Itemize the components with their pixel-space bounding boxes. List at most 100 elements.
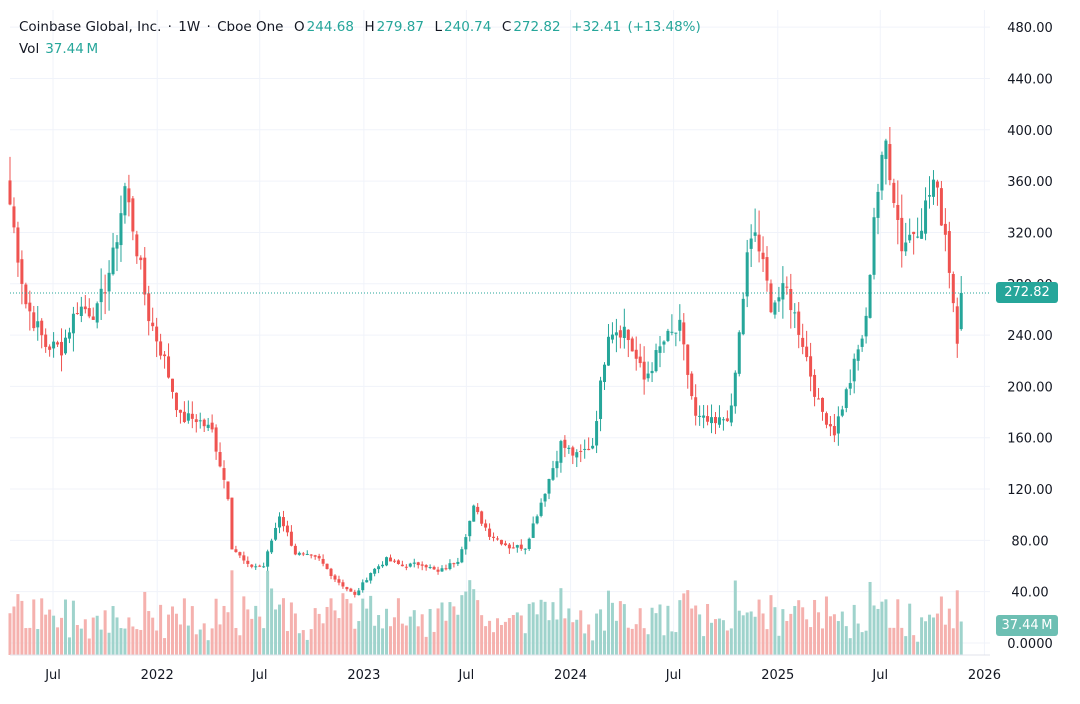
- volume-bar: [511, 615, 515, 655]
- candle-up: [721, 419, 725, 421]
- candle-down: [785, 286, 789, 288]
- volume-bar: [99, 629, 103, 655]
- candle-up: [654, 350, 658, 372]
- volume-bar: [258, 616, 262, 655]
- candle-down: [476, 506, 480, 513]
- candle-down: [147, 293, 151, 322]
- candle-up: [523, 548, 527, 550]
- symbol-name[interactable]: Coinbase Global, Inc.: [19, 19, 162, 35]
- candle-down: [321, 558, 325, 564]
- candle-down: [75, 313, 79, 315]
- volume-bar: [563, 618, 567, 655]
- candle-down: [174, 392, 178, 411]
- volume-bar: [254, 605, 258, 655]
- volume-bar: [844, 626, 848, 655]
- volume-bar: [959, 621, 963, 655]
- volume-bar: [694, 605, 698, 655]
- candle-down: [797, 311, 801, 335]
- volume-bar: [317, 613, 321, 655]
- volume-bar: [313, 608, 317, 655]
- candle-up: [603, 364, 607, 382]
- volume-bar: [741, 615, 745, 655]
- volume-bar: [717, 618, 721, 655]
- candle-up: [206, 424, 210, 428]
- volume-label[interactable]: Vol: [19, 41, 40, 57]
- candle-down: [218, 452, 222, 467]
- candle-up: [270, 540, 274, 553]
- candle-up: [107, 272, 111, 292]
- volume-bar: [920, 617, 924, 655]
- volume-bar: [361, 598, 365, 655]
- interval[interactable]: 1W: [178, 19, 201, 35]
- candle-down: [912, 231, 916, 235]
- volume-bar: [424, 636, 428, 655]
- candle-down: [828, 424, 832, 427]
- volume-bar: [781, 609, 785, 655]
- volume-bar: [365, 608, 369, 655]
- candle-down: [301, 553, 305, 555]
- volume-bar: [464, 591, 468, 655]
- last-volume-tag: 37.44 M: [996, 615, 1058, 636]
- candle-down: [947, 231, 951, 273]
- x-tick-label: 2026: [968, 668, 1001, 683]
- candle-down: [222, 468, 226, 480]
- volume-bar: [610, 602, 614, 655]
- volume-bar: [357, 621, 361, 655]
- volume-bar: [79, 628, 83, 655]
- candle-up: [840, 409, 844, 416]
- volume-bar: [111, 606, 115, 655]
- volume-bar: [28, 627, 32, 655]
- candle-up: [702, 415, 706, 418]
- candle-down: [888, 144, 892, 181]
- volume-bar: [353, 628, 357, 655]
- candle-up: [745, 252, 749, 297]
- volume-bar: [8, 613, 12, 655]
- volume-bar: [777, 635, 781, 655]
- candle-up: [71, 313, 75, 334]
- volume-bar: [337, 618, 341, 655]
- candle-up: [591, 445, 595, 449]
- volume-bar: [349, 603, 353, 655]
- candle-down: [488, 528, 492, 537]
- y-tick-label: 360.00: [1007, 175, 1053, 190]
- candle-down: [353, 591, 357, 595]
- y-tick-label: 200.00: [1007, 380, 1053, 395]
- candle-up: [908, 234, 912, 241]
- candle-down: [20, 259, 24, 284]
- candle-up: [95, 303, 99, 323]
- candle-down: [444, 568, 448, 570]
- candle-down: [28, 302, 32, 312]
- volume-bar: [281, 598, 285, 655]
- volume-bar: [793, 606, 797, 655]
- volume-bar: [20, 600, 24, 655]
- volume-bar: [503, 621, 507, 655]
- candle-up: [856, 349, 860, 361]
- volume-bar: [603, 630, 607, 655]
- change-value: +32.41: [571, 19, 622, 35]
- candle-up: [408, 563, 412, 567]
- volume-bar: [547, 620, 551, 655]
- candle-down: [309, 554, 313, 556]
- candle-down: [163, 354, 167, 357]
- candle-down: [939, 188, 943, 226]
- volume-bar: [222, 605, 226, 655]
- x-tick-label: 2022: [141, 668, 174, 683]
- candle-down: [892, 182, 896, 204]
- candle-down: [190, 413, 194, 419]
- high-label: H: [364, 19, 375, 35]
- candle-down: [484, 523, 488, 528]
- volume-bar: [710, 622, 714, 655]
- y-tick-label: 440.00: [1007, 72, 1053, 87]
- volume-bar: [880, 601, 884, 655]
- open-value: 244.68: [306, 19, 354, 35]
- candle-up: [555, 461, 559, 469]
- volume-bar: [75, 625, 79, 655]
- volume-bar: [63, 599, 67, 655]
- candle-down: [642, 361, 646, 380]
- candle-down: [83, 306, 87, 310]
- volume-bar: [507, 618, 511, 655]
- candle-down: [813, 374, 817, 397]
- close-label: C: [501, 19, 512, 35]
